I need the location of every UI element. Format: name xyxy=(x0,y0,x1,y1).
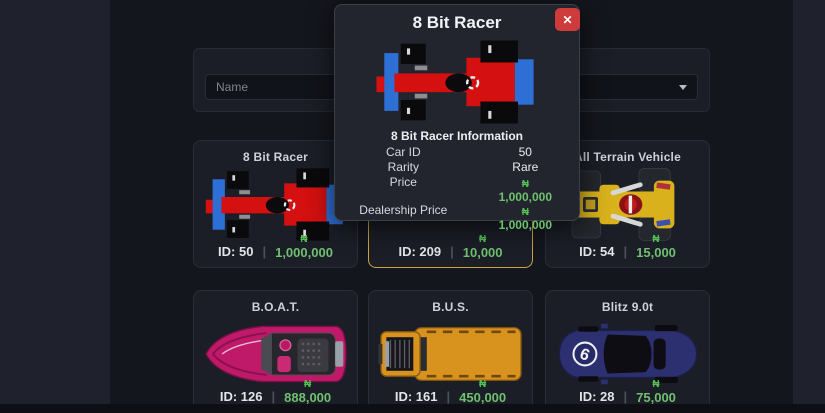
car-card-title: Blitz 9.0t xyxy=(601,300,654,314)
car-card-blitz[interactable]: Blitz 9.0t ID: 28 | ₦ 75,000 xyxy=(545,290,710,413)
modal-title: 8 Bit Racer xyxy=(412,13,502,32)
id-price-separator: | xyxy=(262,244,267,259)
currency-icon: ₦ xyxy=(479,379,487,390)
currency-icon: ₦ xyxy=(652,379,660,390)
modal-dealership-price: ₦ 1,000,000 xyxy=(498,207,552,232)
car-card-title: 8 Bit Racer xyxy=(243,150,308,164)
car-id-label: ID: 54 xyxy=(579,244,615,259)
vehicle-detail-modal: 8 Bit Racer ✕ 8 Bit Racer Information Ca… xyxy=(334,4,580,231)
info-row-label: Rarity xyxy=(387,160,419,174)
car-price: ₦ 75,000 xyxy=(636,379,676,405)
currency-icon: ₦ xyxy=(652,234,660,245)
info-row-label: Car ID xyxy=(385,145,421,159)
chevron-down-icon xyxy=(679,84,687,90)
id-price-separator: | xyxy=(450,244,454,259)
car-card-title: B.U.S. xyxy=(432,300,469,314)
car-id-label: ID: 209 xyxy=(398,244,442,259)
car-id-label: ID: 50 xyxy=(218,244,254,259)
info-row-label: Dealership Price xyxy=(359,203,448,217)
id-price-separator: | xyxy=(271,389,276,404)
car-id-label: ID: 161 xyxy=(394,389,438,404)
id-price-separator: | xyxy=(446,389,451,404)
id-price-separator: | xyxy=(623,389,628,404)
currency-icon: ₦ xyxy=(304,379,312,390)
info-row-label: Price xyxy=(389,175,417,189)
car-id-label: ID: 28 xyxy=(579,389,615,404)
car-price: ₦ 15,000 xyxy=(636,234,676,260)
car-card-title: B.O.A.T. xyxy=(251,300,300,314)
info-header: 8 Bit Racer Information xyxy=(390,129,524,143)
car-id-label: ID: 126 xyxy=(219,389,263,404)
currency-icon: ₦ xyxy=(479,234,487,245)
car-price: ₦ 450,000 xyxy=(459,379,507,405)
bottom-strip xyxy=(0,404,825,413)
info-table: Car ID 50 Rarity Rare Price ₦ 1,000,000 … xyxy=(335,145,579,232)
close-button[interactable]: ✕ xyxy=(555,8,580,31)
car-price: ₦ 1,000,000 xyxy=(275,234,333,260)
info-row-value: ₦ 1,000,000 xyxy=(472,203,579,232)
car-price: ₦ 888,000 xyxy=(284,379,332,405)
id-price-separator: | xyxy=(623,244,628,259)
car-card-bus[interactable]: B.U.S. ID: 161 | ₦ 450,000 xyxy=(368,290,533,413)
modal-price: ₦ 1,000,000 xyxy=(498,179,552,204)
car-price: ₦ 10,000 xyxy=(462,234,503,260)
info-row-value: ₦ 1,000,000 xyxy=(472,175,579,204)
car-card-boat[interactable]: B.O.A.T. ID: 126 | ₦ 888,000 xyxy=(193,290,358,413)
info-row-value: Rare xyxy=(512,160,539,174)
currency-icon: ₦ xyxy=(521,179,529,190)
vehicle-image-8-bit-racer-large xyxy=(371,39,543,125)
info-row-value: 50 xyxy=(518,145,532,159)
close-icon: ✕ xyxy=(562,12,573,27)
car-card-title: All Terrain Vehicle xyxy=(574,150,681,164)
currency-icon: ₦ xyxy=(521,207,529,218)
vehicle-image-8-bit-racer xyxy=(201,167,351,242)
currency-icon: ₦ xyxy=(300,234,308,245)
